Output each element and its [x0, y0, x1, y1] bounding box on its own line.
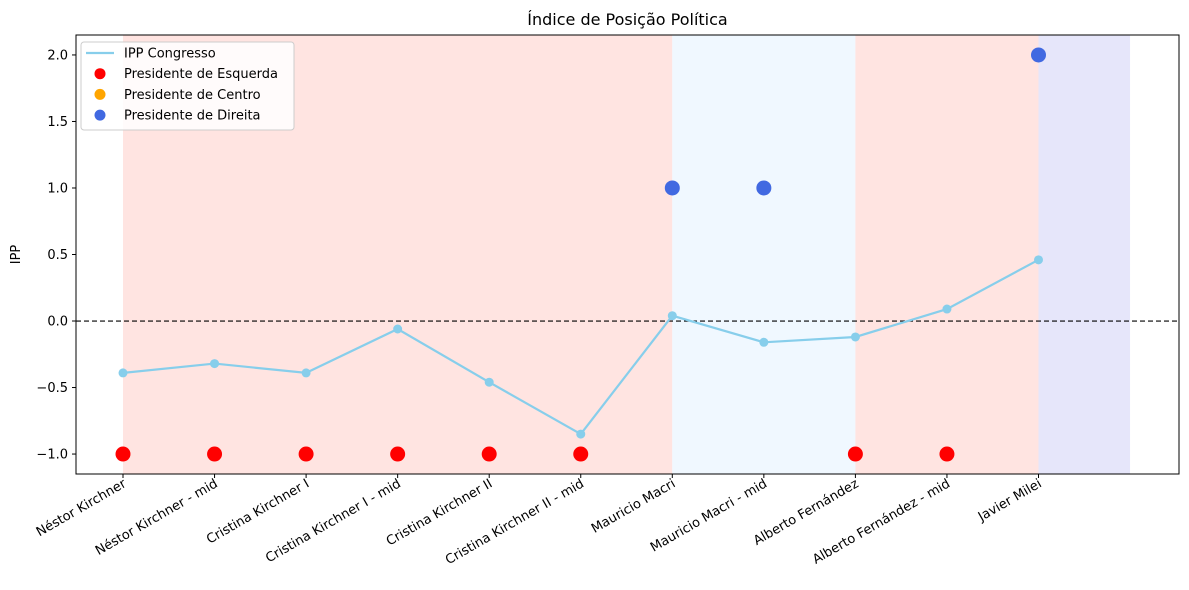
legend-label-0: IPP Congresso — [124, 47, 216, 62]
president-marker-1 — [207, 446, 223, 462]
y-tick-label-3: 0.5 — [47, 248, 68, 263]
president-marker-0 — [115, 446, 131, 462]
x-tick-label-6: Mauricio Macri — [589, 476, 678, 536]
ipp-point-2 — [301, 368, 311, 378]
president-marker-9 — [939, 446, 955, 462]
y-tick-label-4: 1.0 — [47, 181, 68, 196]
y-axis: −1.0 −0.5 0.0 0.5 1.0 1.5 2.0 — [36, 48, 76, 463]
legend-label-2: Presidente de Centro — [124, 88, 261, 103]
ipp-point-1 — [210, 359, 220, 369]
background-band-1 — [672, 35, 856, 474]
series-points-group — [118, 255, 1043, 439]
legend-swatch-3 — [94, 109, 106, 121]
ipp-point-9 — [942, 304, 952, 314]
x-tick-label-10: Javier Milei — [975, 476, 1045, 525]
ipp-point-3 — [393, 324, 403, 334]
legend: IPP Congresso Presidente de Esquerda Presi… — [80, 41, 295, 131]
president-marker-4 — [481, 446, 497, 462]
legend-swatch-2 — [94, 88, 106, 100]
president-marker-8 — [847, 446, 863, 462]
legend-label-1: Presidente de Esquerda — [124, 67, 278, 82]
background-band-2 — [855, 35, 1039, 474]
y-tick-label-6: 2.0 — [47, 48, 68, 63]
president-marker-3 — [390, 446, 406, 462]
ipp-point-4 — [484, 377, 494, 387]
y-tick-label-1: −0.5 — [36, 381, 68, 396]
chart-title: Índice de Posição Política — [527, 10, 727, 29]
ipp-point-0 — [118, 368, 128, 378]
legend-box — [80, 41, 295, 131]
x-tick-label-0: Néstor Kirchner — [34, 476, 130, 540]
president-marker-7 — [756, 180, 772, 196]
president-markers-group — [115, 47, 1046, 462]
president-marker-10 — [1031, 47, 1046, 63]
legend-swatch-1 — [94, 68, 106, 80]
y-tick-label-5: 1.5 — [47, 115, 68, 130]
y-tick-label-2: 0.0 — [47, 315, 68, 330]
president-marker-2 — [298, 446, 314, 462]
ipp-point-7 — [759, 337, 769, 347]
legend-label-3: Presidente de Direita — [124, 109, 261, 124]
y-axis-label: IPP — [9, 245, 24, 265]
ipp-point-8 — [850, 332, 860, 342]
background-bands — [123, 35, 1131, 474]
president-marker-6 — [664, 180, 680, 196]
president-marker-5 — [573, 446, 589, 462]
ipp-point-10 — [1034, 255, 1043, 265]
y-tick-label-0: −1.0 — [36, 448, 68, 463]
ipp-point-6 — [667, 311, 677, 321]
ipp-point-5 — [576, 429, 586, 439]
background-band-3 — [1038, 35, 1131, 474]
